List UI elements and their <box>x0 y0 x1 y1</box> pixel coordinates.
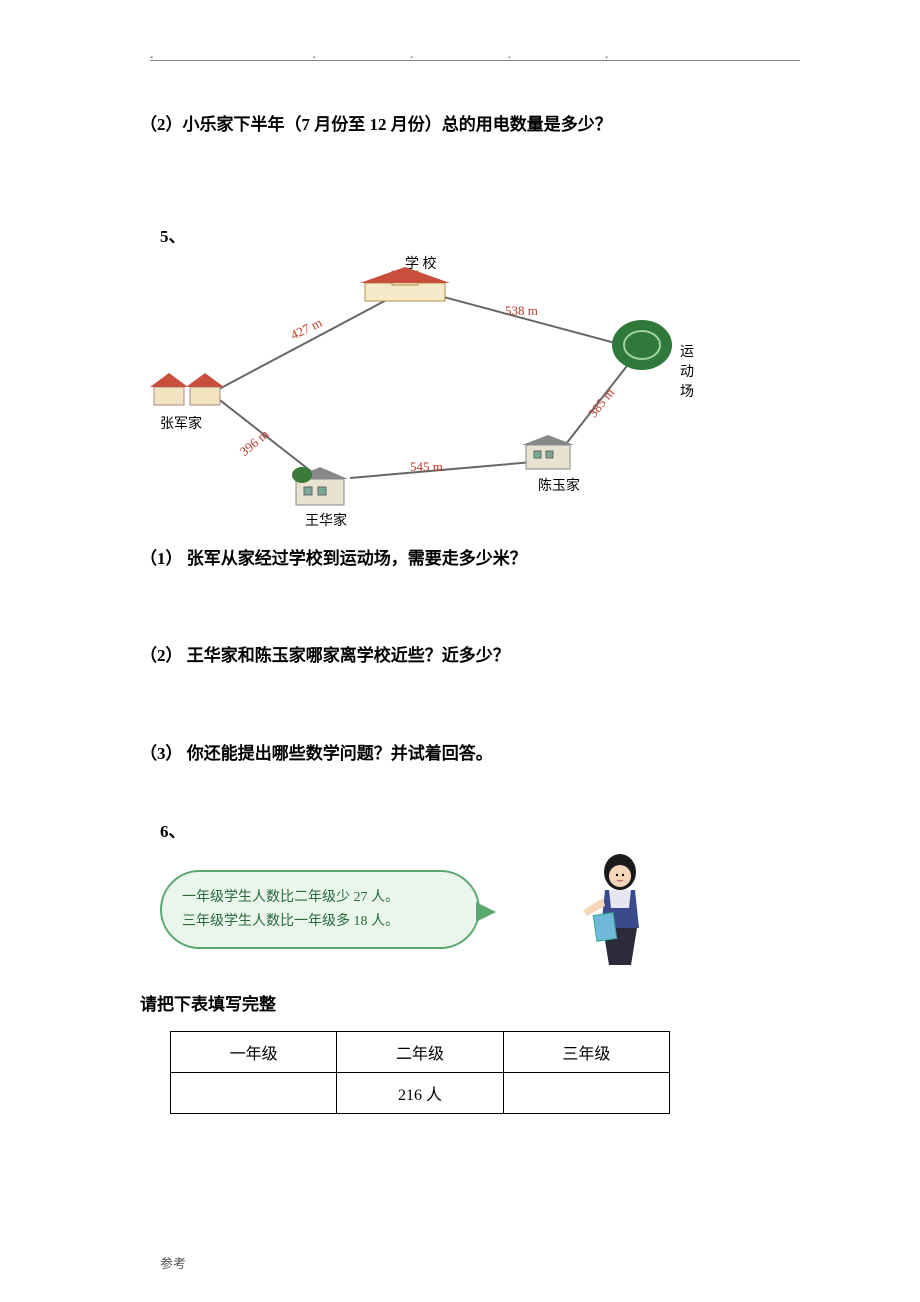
edge-chenyu-wanghua <box>350 461 539 480</box>
header-dot: . <box>605 47 609 63</box>
col-header-grade3: 三年级 <box>503 1031 669 1072</box>
cell-grade2: 216 人 <box>337 1072 503 1113</box>
teacher-icon <box>565 850 660 970</box>
speech-bubble-wrap: 一年级学生人数比二年级少 27 人。 三年级学生人数比一年级多 18 人。 <box>160 850 660 970</box>
zhangjun-house-icon <box>150 365 225 407</box>
edge-label-385: 385 m <box>585 385 618 421</box>
edge-label-538: 538 m <box>505 303 538 319</box>
edge-label-545: 545 m <box>410 459 443 475</box>
header-dot: . <box>410 47 414 63</box>
node-label-wanghua: 王华家 <box>305 510 347 530</box>
question-2: （2）小乐家下半年（7 月份至 12 月份）总的用电数量是多少？ <box>140 111 810 138</box>
chenyu-house-icon <box>520 433 575 473</box>
header-dot: . <box>313 47 317 63</box>
question-6-label: 6、 <box>160 817 810 842</box>
question-5-1: （1） 张军从家经过学校到运动场，需要走多少米？ <box>140 545 810 572</box>
page-header-rule: . . . . <box>150 60 800 61</box>
header-dot: . <box>508 47 512 63</box>
wanghua-house-icon <box>290 465 350 507</box>
node-label-zhangjun: 张军家 <box>160 413 202 433</box>
speech-bubble: 一年级学生人数比二年级少 27 人。 三年级学生人数比一年级多 18 人。 <box>160 870 480 950</box>
cell-grade1 <box>171 1072 337 1113</box>
node-label-chenyu: 陈玉家 <box>538 475 580 495</box>
fill-table-instruction: 请把下表填写完整 <box>140 990 810 1015</box>
node-label-sports: 运动场 <box>680 341 700 401</box>
bubble-line-1: 一年级学生人数比二年级少 27 人。 <box>182 886 458 910</box>
col-header-grade1: 一年级 <box>171 1031 337 1072</box>
footer-text: 参考 <box>160 1253 186 1272</box>
question-5-label: 5、 <box>160 222 810 247</box>
question-5-2: （2） 王华家和陈玉家哪家离学校近些？近多少？ <box>140 642 810 669</box>
edge-label-427: 427 m <box>288 315 325 344</box>
grade-table: 一年级 二年级 三年级 216 人 <box>170 1031 670 1114</box>
question-5-3: （3） 你还能提出哪些数学问题？并试着回答。 <box>140 740 810 767</box>
map-diagram: 427 m 538 m 385 m 545 m 396 m 学 校 张军家 运动… <box>140 255 700 525</box>
edge-label-396: 396 m <box>237 426 272 459</box>
table-row: 一年级 二年级 三年级 <box>171 1031 670 1072</box>
sports-field-icon <box>610 317 675 372</box>
col-header-grade2: 二年级 <box>337 1031 503 1072</box>
bubble-line-2: 三年级学生人数比一年级多 18 人。 <box>182 910 458 934</box>
node-label-school: 学 校 <box>405 253 437 273</box>
cell-grade3 <box>503 1072 669 1113</box>
table-row: 216 人 <box>171 1072 670 1113</box>
